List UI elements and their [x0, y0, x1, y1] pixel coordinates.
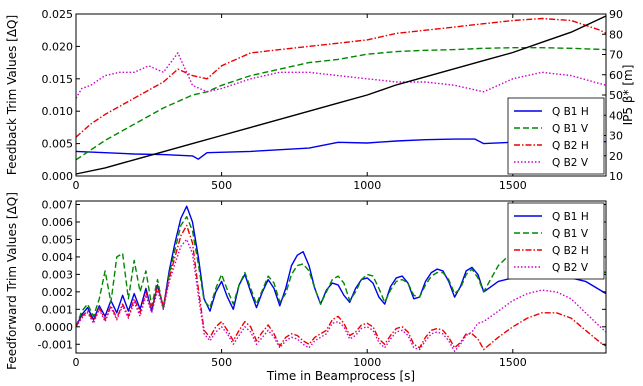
- top-y-axis-label: Feedback Trim Values [ΔQ]: [5, 15, 19, 175]
- x-tick-label: 500: [211, 179, 232, 192]
- plot-frame: [75, 200, 607, 354]
- series-line-q-b2-v: [75, 238, 607, 352]
- x-tick-label: 0: [73, 356, 80, 369]
- y-tick-label: 0.002: [42, 286, 74, 299]
- y-tick-label: 0.005: [42, 233, 74, 246]
- y-tick-label: 0.005: [42, 138, 74, 151]
- bottom-series-group: [75, 205, 607, 352]
- top-y2-axis-label: IP5 β* [m]: [621, 65, 635, 126]
- bottom-x-axis-label: Time in Beamprocess [s]: [266, 369, 415, 383]
- series-line-q-b1-v: [75, 215, 607, 328]
- y2-tick-label: 80: [609, 28, 623, 41]
- y-tick-label: 0.007: [42, 198, 74, 211]
- series-line-q-b2-h: [75, 224, 607, 351]
- y-tick-label: 0.010: [42, 105, 74, 118]
- series-line-q-b1-h: [75, 205, 607, 328]
- y-tick-label: 0.006: [42, 216, 74, 229]
- y-tick-label: -0.001: [38, 338, 73, 351]
- x-tick-label: 0: [73, 179, 80, 192]
- legend-label: Q B1 H: [552, 211, 589, 223]
- legend-label: Q B2 V: [552, 157, 589, 169]
- y-tick-label: 0.001: [42, 303, 74, 316]
- x-tick-label: 500: [211, 356, 232, 369]
- y2-tick-label: 20: [609, 150, 623, 163]
- legend-label: Q B1 H: [552, 106, 589, 118]
- series-line-beta-star: [75, 15, 607, 175]
- feedback-chart: Feedback Trim Values [ΔQ] IP5 β* [m] 0 50…: [5, 8, 635, 192]
- series-line-q-b2-h: [75, 17, 607, 138]
- y-tick-label: 0.0000: [35, 321, 74, 334]
- y2-tick-label: 60: [609, 69, 623, 82]
- feedforward-chart: Feedforward Trim Values [ΔQ] Time in Bea…: [5, 192, 607, 383]
- x-tick-label: 1000: [353, 179, 381, 192]
- bottom-legend: Q B1 H Q B1 V Q B2 H Q B2 V: [507, 202, 605, 280]
- legend-label: Q B2 H: [552, 140, 589, 152]
- y-tick-label: 0.003: [42, 268, 74, 281]
- y-tick-label: 0.000: [42, 170, 74, 183]
- y-tick-label: 0.004: [42, 251, 74, 264]
- legend-label: Q B1 V: [552, 123, 589, 135]
- y-tick-label: 0.020: [42, 40, 74, 53]
- x-tick-label: 1500: [499, 356, 527, 369]
- y2-tick-label: 30: [609, 130, 623, 143]
- x-tick-label: 1000: [353, 356, 381, 369]
- y2-tick-label: 50: [609, 89, 623, 102]
- x-tick-label: 1500: [499, 179, 527, 192]
- y-tick-label: 0.015: [42, 73, 74, 86]
- y-tick-label: 0.025: [42, 8, 74, 21]
- legend-label: Q B1 V: [552, 228, 589, 240]
- y2-tick-label: 40: [609, 109, 623, 122]
- y2-tick-label: 70: [609, 49, 623, 62]
- legend-label: Q B2 H: [552, 245, 589, 257]
- bottom-y-axis-label: Feedforward Trim Values [ΔQ]: [5, 192, 19, 370]
- bottom-axes: 0 500 1000 1500 -0.001 0.0000 0.001 0.002 0.003 0…: [35, 198, 607, 369]
- y2-tick-label: 10: [609, 170, 623, 183]
- top-legend: Q B1 H Q B1 V Q B2 H Q B2 V: [507, 97, 605, 175]
- top-axes: 0 500 1000 1500 0.000 0.005 0.010 0.015 0.020 0.0…: [42, 8, 624, 192]
- series-line-q-b2-v: [75, 52, 607, 99]
- y2-tick-label: 90: [609, 8, 623, 21]
- legend-label: Q B2 V: [552, 262, 589, 274]
- series-line-q-b1-v: [75, 47, 607, 161]
